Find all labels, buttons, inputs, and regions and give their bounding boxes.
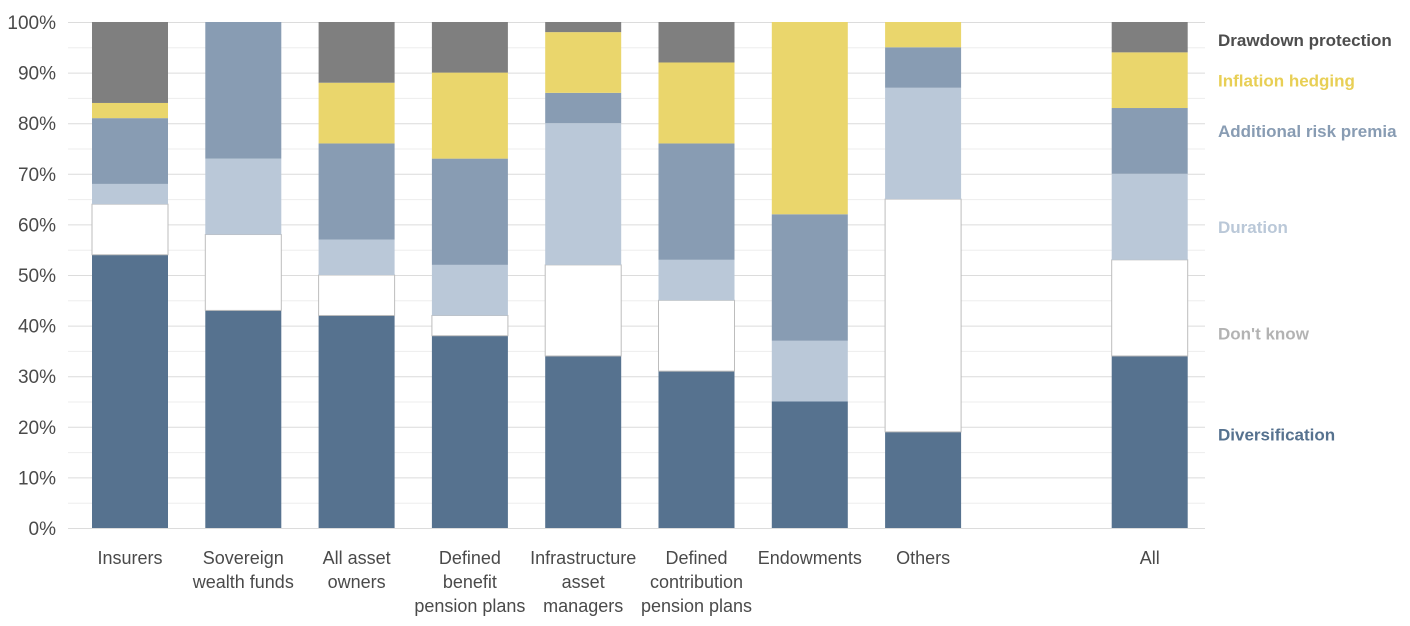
bar-group: [884, 22, 962, 528]
bar-segment-additional-risk-premia: [205, 22, 282, 159]
y-tick-label: 40%: [18, 317, 56, 338]
bar-segment-duration: [205, 158, 282, 235]
bar-group: [204, 22, 282, 528]
bar-group: [658, 22, 735, 528]
bar-segment-don-t-know: [431, 314, 509, 337]
bar-segment-don-t-know: [884, 198, 962, 433]
bar-segment-additional-risk-premia: [318, 143, 395, 240]
bar-segment-diversification: [205, 310, 282, 528]
bar-segment-duration: [885, 87, 962, 200]
bar-segment-diversification: [1111, 355, 1188, 528]
bar-segment-inflation-hedging: [1111, 52, 1188, 109]
bar-segment-diversification: [658, 371, 735, 528]
bar-segment-inflation-hedging: [885, 22, 962, 48]
bar-segment-drawdown-protection: [658, 22, 735, 63]
bar-segment-additional-risk-premia: [885, 47, 962, 88]
bar-segment-additional-risk-premia: [545, 92, 622, 124]
bar-segment-inflation-hedging: [318, 82, 395, 144]
bar-segment-duration: [318, 239, 395, 275]
bar-segment-drawdown-protection: [431, 22, 508, 73]
bar-segment-duration: [1111, 173, 1188, 260]
x-category-label: All: [1140, 548, 1160, 568]
bar-segment-inflation-hedging: [92, 102, 168, 119]
bar-group: [771, 22, 848, 528]
bar-segment-inflation-hedging: [431, 72, 508, 159]
y-tick-label: 0%: [29, 519, 57, 540]
bar-group: [318, 22, 396, 528]
y-tick-label: 20%: [18, 418, 56, 439]
x-category-label: All asset owners: [323, 548, 391, 592]
bar-segment-don-t-know: [91, 203, 169, 256]
bar-group: [544, 22, 622, 528]
bars: [91, 22, 1189, 528]
y-tick-label: 90%: [18, 64, 56, 85]
x-category-label: Defined contribution pension plans: [641, 548, 752, 616]
bar-segment-drawdown-protection: [545, 22, 622, 33]
bar-segment-drawdown-protection: [1111, 22, 1188, 53]
bar-segment-duration: [92, 183, 168, 205]
x-category-label: Endowments: [758, 548, 862, 568]
x-category-label: Others: [896, 548, 950, 568]
y-tick-label: 60%: [18, 215, 56, 236]
bar-group: [91, 22, 169, 528]
x-axis-category-labels: Insurers Sovereign wealth funds All asset ow…: [97, 548, 1159, 616]
bar-segment-additional-risk-premia: [1111, 108, 1188, 174]
bar-segment-duration: [545, 123, 622, 265]
bar-segment-diversification: [545, 355, 622, 528]
bar-segment-don-t-know: [658, 299, 735, 372]
legend-entry: Don't know: [1218, 324, 1310, 343]
bar-segment-don-t-know: [318, 274, 396, 316]
bar-segment-don-t-know: [544, 264, 622, 357]
bar-segment-diversification: [771, 401, 848, 528]
legend-entry: Additional risk premia: [1218, 122, 1397, 141]
bar-segment-inflation-hedging: [771, 22, 848, 215]
legend-entry: Duration: [1218, 218, 1288, 237]
x-category-label: Infrastructure asset managers: [530, 548, 636, 616]
bar-group: [431, 22, 509, 528]
bar-segment-additional-risk-premia: [771, 214, 848, 341]
y-tick-label: 70%: [18, 165, 56, 186]
bar-segment-inflation-hedging: [658, 62, 735, 144]
bar-segment-duration: [658, 259, 735, 301]
legend: Drawdown protection Inflation hedging Addi…: [1218, 31, 1397, 445]
bar-group: [1111, 22, 1189, 528]
x-category-label: Sovereign wealth funds: [192, 548, 294, 592]
bar-segment-don-t-know: [1111, 259, 1189, 357]
y-tick-label: 30%: [18, 367, 56, 388]
y-tick-label: 10%: [18, 468, 56, 489]
bar-segment-diversification: [885, 431, 962, 528]
bar-segment-additional-risk-premia: [92, 118, 168, 184]
x-category-label: Defined benefit pension plans: [414, 548, 525, 616]
bar-segment-drawdown-protection: [318, 22, 395, 83]
y-tick-label: 80%: [18, 114, 56, 135]
bar-segment-additional-risk-premia: [431, 158, 508, 265]
y-tick-label: 50%: [18, 266, 56, 287]
bar-segment-diversification: [318, 315, 395, 528]
bar-segment-drawdown-protection: [92, 22, 168, 103]
legend-entry: Diversification: [1218, 426, 1335, 445]
legend-entry: Inflation hedging: [1218, 71, 1355, 90]
bar-segment-diversification: [92, 254, 168, 528]
bar-segment-inflation-hedging: [545, 32, 622, 93]
bar-segment-diversification: [431, 335, 508, 528]
legend-entry: Drawdown protection: [1218, 31, 1392, 50]
x-category-label: Insurers: [97, 548, 162, 568]
bar-segment-additional-risk-premia: [658, 143, 735, 260]
bar-segment-duration: [771, 340, 848, 402]
y-tick-label: 100%: [7, 13, 56, 34]
bar-segment-duration: [431, 264, 508, 316]
bar-segment-don-t-know: [204, 234, 282, 311]
y-axis-tick-labels: 0% 10% 20% 30% 40% 50% 60% 70% 80% 90% 100%: [7, 13, 56, 540]
